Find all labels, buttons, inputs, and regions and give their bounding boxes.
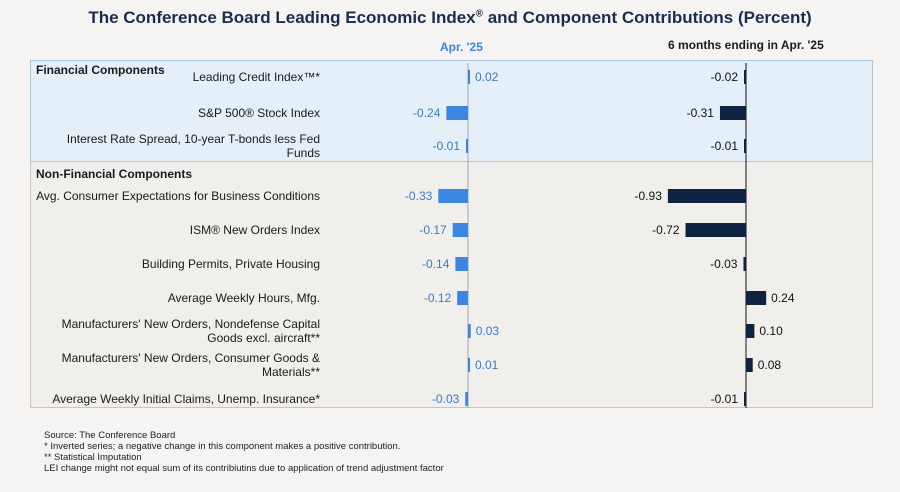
data-label: -0.12 (424, 291, 452, 305)
trend-adjustment-note: LEI change might not equal sum of its co… (44, 463, 444, 474)
series-1-header: Apr. '25 (440, 40, 483, 54)
category-label: Building Permits, Private Housing (142, 257, 320, 271)
bar (468, 324, 471, 338)
data-label: 0.01 (475, 358, 499, 372)
bar (746, 358, 753, 372)
bar (744, 139, 746, 153)
data-label: 0.02 (475, 70, 499, 84)
bar (746, 291, 767, 305)
non-financial-components-label: Non-Financial Components (36, 167, 192, 181)
contribution-bar-chart: Leading Credit Index™* S&P 500® Stock Ind… (36, 63, 795, 408)
bar (455, 257, 468, 271)
data-label: -0.33 (405, 189, 433, 203)
bar (438, 189, 468, 203)
category-label: Manufacturers' New Orders, Consumer Good… (62, 351, 320, 365)
data-label: 0.08 (758, 358, 782, 372)
bar (685, 223, 746, 237)
category-label: Manufacturers' New Orders, Nondefense Ca… (62, 317, 320, 331)
bar (446, 106, 468, 120)
category-label: Average Weekly Hours, Mfg. (168, 291, 320, 305)
source-note: Source: The Conference Board (44, 430, 176, 441)
bar (468, 358, 470, 372)
data-label: -0.01 (711, 139, 739, 153)
bar (468, 70, 470, 84)
bar (744, 70, 746, 84)
data-label: -0.93 (635, 189, 663, 203)
bar (743, 257, 746, 271)
data-label: 0.03 (476, 324, 500, 338)
data-label: -0.03 (710, 257, 738, 271)
data-label: -0.01 (711, 392, 739, 406)
data-label: -0.01 (433, 139, 461, 153)
category-label: Average Weekly Initial Claims, Unemp. In… (52, 392, 320, 406)
data-label: -0.31 (687, 106, 715, 120)
bar (457, 291, 468, 305)
data-label: 0.24 (771, 291, 795, 305)
series-2-header: 6 months ending in Apr. '25 (668, 38, 824, 52)
chart-title: The Conference Board Leading Economic In… (0, 8, 900, 28)
chart-title-registered-mark: ® (475, 8, 483, 20)
bar (719, 106, 746, 120)
bar (452, 223, 468, 237)
inverted-series-note: * Inverted series; a negative change in … (44, 441, 401, 452)
data-label: 0.10 (759, 324, 783, 338)
category-label: Avg. Consumer Expectations for Business … (36, 189, 320, 203)
bar (466, 139, 468, 153)
bar (667, 189, 746, 203)
category-label: ISM® New Orders Index (190, 223, 320, 237)
data-label: -0.02 (711, 70, 739, 84)
category-label: Materials** (262, 365, 320, 379)
bar (465, 392, 468, 406)
chart-title-rest: and Component Contributions (Percent) (483, 8, 812, 27)
category-label: Funds (287, 146, 320, 160)
category-label: Goods excl. aircraft** (207, 331, 320, 345)
statistical-imputation-note: ** Statistical Imputation (44, 452, 142, 463)
financial-components-label: Financial Components (36, 63, 165, 77)
data-label: -0.72 (652, 223, 680, 237)
category-label: S&P 500® Stock Index (198, 106, 320, 120)
chart-title-main: The Conference Board Leading Economic In… (88, 8, 476, 27)
bar (746, 324, 755, 338)
bar (744, 392, 746, 406)
data-label: -0.24 (413, 106, 441, 120)
data-label: -0.17 (419, 223, 447, 237)
data-label: -0.14 (422, 257, 450, 271)
chart-footer: Source: The Conference Board * Inverted … (44, 430, 444, 474)
category-label: Interest Rate Spread, 10-year T-bonds le… (67, 132, 320, 146)
category-label: Leading Credit Index™* (193, 70, 321, 84)
data-label: -0.03 (432, 392, 460, 406)
